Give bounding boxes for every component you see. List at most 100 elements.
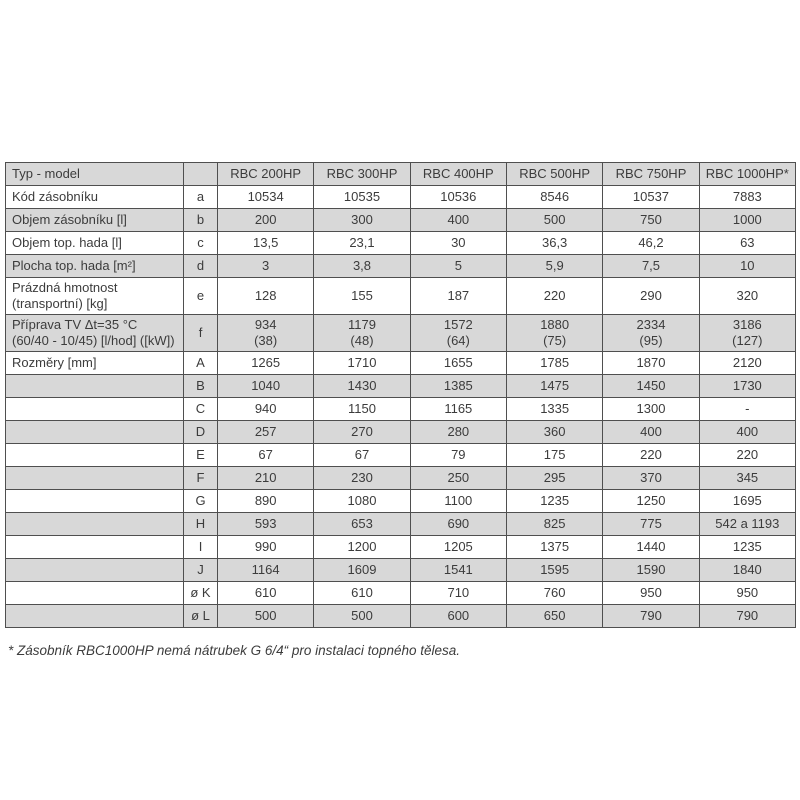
cell-value: 290 (602, 277, 700, 315)
row-letter: B (183, 374, 218, 398)
cell-value: 1375 (505, 535, 604, 559)
row-letter: D (183, 420, 218, 444)
cell-value: 1590 (602, 558, 700, 582)
cell-value: 46,2 (602, 231, 700, 255)
cell-value: 23,1 (313, 231, 411, 255)
cell-value: 175 (505, 443, 604, 467)
cell-value: 500 (505, 208, 604, 232)
spec-sheet-page: Typ - model RBC 200HP RBC 300HP RBC 400HP R… (5, 162, 797, 658)
cell-value: 790 (602, 604, 700, 628)
cell-value: 187 (409, 277, 507, 315)
cell-value: 690 (409, 512, 507, 536)
footnote: * Zásobník RBC1000HP nemá nátrubek G 6/4… (8, 643, 461, 658)
row-letter: a (183, 185, 218, 209)
row-letter: f (183, 314, 218, 352)
cell-value: 360 (505, 420, 604, 444)
cell-value: 370 (602, 466, 700, 490)
row-label (5, 397, 184, 421)
cell-value: 890 (216, 489, 315, 513)
cell-value: 10537 (602, 185, 700, 209)
cell-value: 750 (602, 208, 700, 232)
row-label (5, 420, 184, 444)
table-row: E 67 67 79 175 220 220 (5, 443, 797, 467)
row-label (5, 443, 184, 467)
cell-value: 220 (505, 277, 604, 315)
row-label: Příprava TV Δt=35 °C (60/40 - 10/45) [l/… (5, 314, 184, 352)
cell-value: 1335 (505, 397, 604, 421)
cell-value: 10 (698, 254, 797, 278)
cell-value: 760 (505, 581, 604, 605)
row-letter: E (183, 443, 218, 467)
table-row: Objem top. hada [l] c 13,5 23,1 30 36,3 46,2 63 (5, 231, 797, 255)
table-row: H 593 653 690 825 775 542 a 1193 (5, 512, 797, 536)
row-label (5, 512, 184, 536)
cell-value: 790 (698, 604, 797, 628)
cell-value: 1785 (505, 351, 604, 375)
cell-value: 1655 (409, 351, 507, 375)
cell-value: 8546 (505, 185, 604, 209)
header-typ-model: Typ - model (5, 162, 184, 186)
cell-value: 600 (409, 604, 507, 628)
table-row: C 940 1150 1165 1335 1300- (5, 397, 797, 421)
row-letter: C (183, 397, 218, 421)
header-model-4: RBC 500HP (505, 162, 604, 186)
cell-value: 610 (313, 581, 411, 605)
header-model-2: RBC 300HP (313, 162, 411, 186)
row-label (5, 604, 184, 628)
cell-value: 1695 (698, 489, 797, 513)
cell-value: 400 (409, 208, 507, 232)
cell-value: 1100 (409, 489, 507, 513)
cell-value: 1450 (602, 374, 700, 398)
row-label: Prázdná hmotnost (transportní) [kg] (5, 277, 184, 315)
cell-value: 7883 (698, 185, 797, 209)
cell-value: 250 (409, 466, 507, 490)
cell-value: 825 (505, 512, 604, 536)
cell-value: 653 (313, 512, 411, 536)
table-row: G 890 1080 1100 1235 1250 1695 (5, 489, 797, 513)
cell-value: 1475 (505, 374, 604, 398)
cell-value: 36,3 (505, 231, 604, 255)
cell-value: 230 (313, 466, 411, 490)
cell-value: 320 (698, 277, 797, 315)
cell-value: 1265 (216, 351, 315, 375)
row-label (5, 489, 184, 513)
cell-value: 67 (216, 443, 315, 467)
cell-value: 1205 (409, 535, 507, 559)
cell-value: 775 (602, 512, 700, 536)
cell-value: 10534 (216, 185, 315, 209)
table-row: Rozměry [mm] A 1265 1710 1655 1785 1870 2120 (5, 351, 797, 375)
cell-value: 400 (602, 420, 700, 444)
table-row: Objem zásobníku [l] b 200 300 400 500 750 1000 (5, 208, 797, 232)
row-letter: ø L (183, 604, 218, 628)
cell-value: 950 (602, 581, 700, 605)
cell-value: 1300 (602, 397, 700, 421)
header-model-6: RBC 1000HP* (698, 162, 797, 186)
cell-value: 257 (216, 420, 315, 444)
header-model-3: RBC 400HP (409, 162, 507, 186)
cell-value: 10535 (313, 185, 411, 209)
cell-value: 3186 (127) (698, 314, 797, 352)
row-letter: I (183, 535, 218, 559)
table-header-row: Typ - model RBC 200HP RBC 300HP RBC 400HP R… (5, 162, 797, 186)
cell-value: 1150 (313, 397, 411, 421)
header-model-5: RBC 750HP (602, 162, 700, 186)
cell-value: 1840 (698, 558, 797, 582)
cell-value: 1250 (602, 489, 700, 513)
cell-value: 67 (313, 443, 411, 467)
row-letter: G (183, 489, 218, 513)
product-spec-table: Typ - model RBC 200HP RBC 300HP RBC 400HP R… (5, 162, 797, 628)
cell-value: 220 (698, 443, 797, 467)
cell-value: 710 (409, 581, 507, 605)
cell-value: 1179 (48) (313, 314, 411, 352)
row-label: Kód zásobníku (5, 185, 184, 209)
row-label (5, 558, 184, 582)
cell-value: 63 (698, 231, 797, 255)
table-row: J 1164 1609 1541 1595 1590 1840 (5, 558, 797, 582)
row-letter: H (183, 512, 218, 536)
row-letter: F (183, 466, 218, 490)
table-row: D 257 270 280 360 400 400 (5, 420, 797, 444)
row-letter: b (183, 208, 218, 232)
row-label: Objem zásobníku [l] (5, 208, 184, 232)
row-label (5, 374, 184, 398)
